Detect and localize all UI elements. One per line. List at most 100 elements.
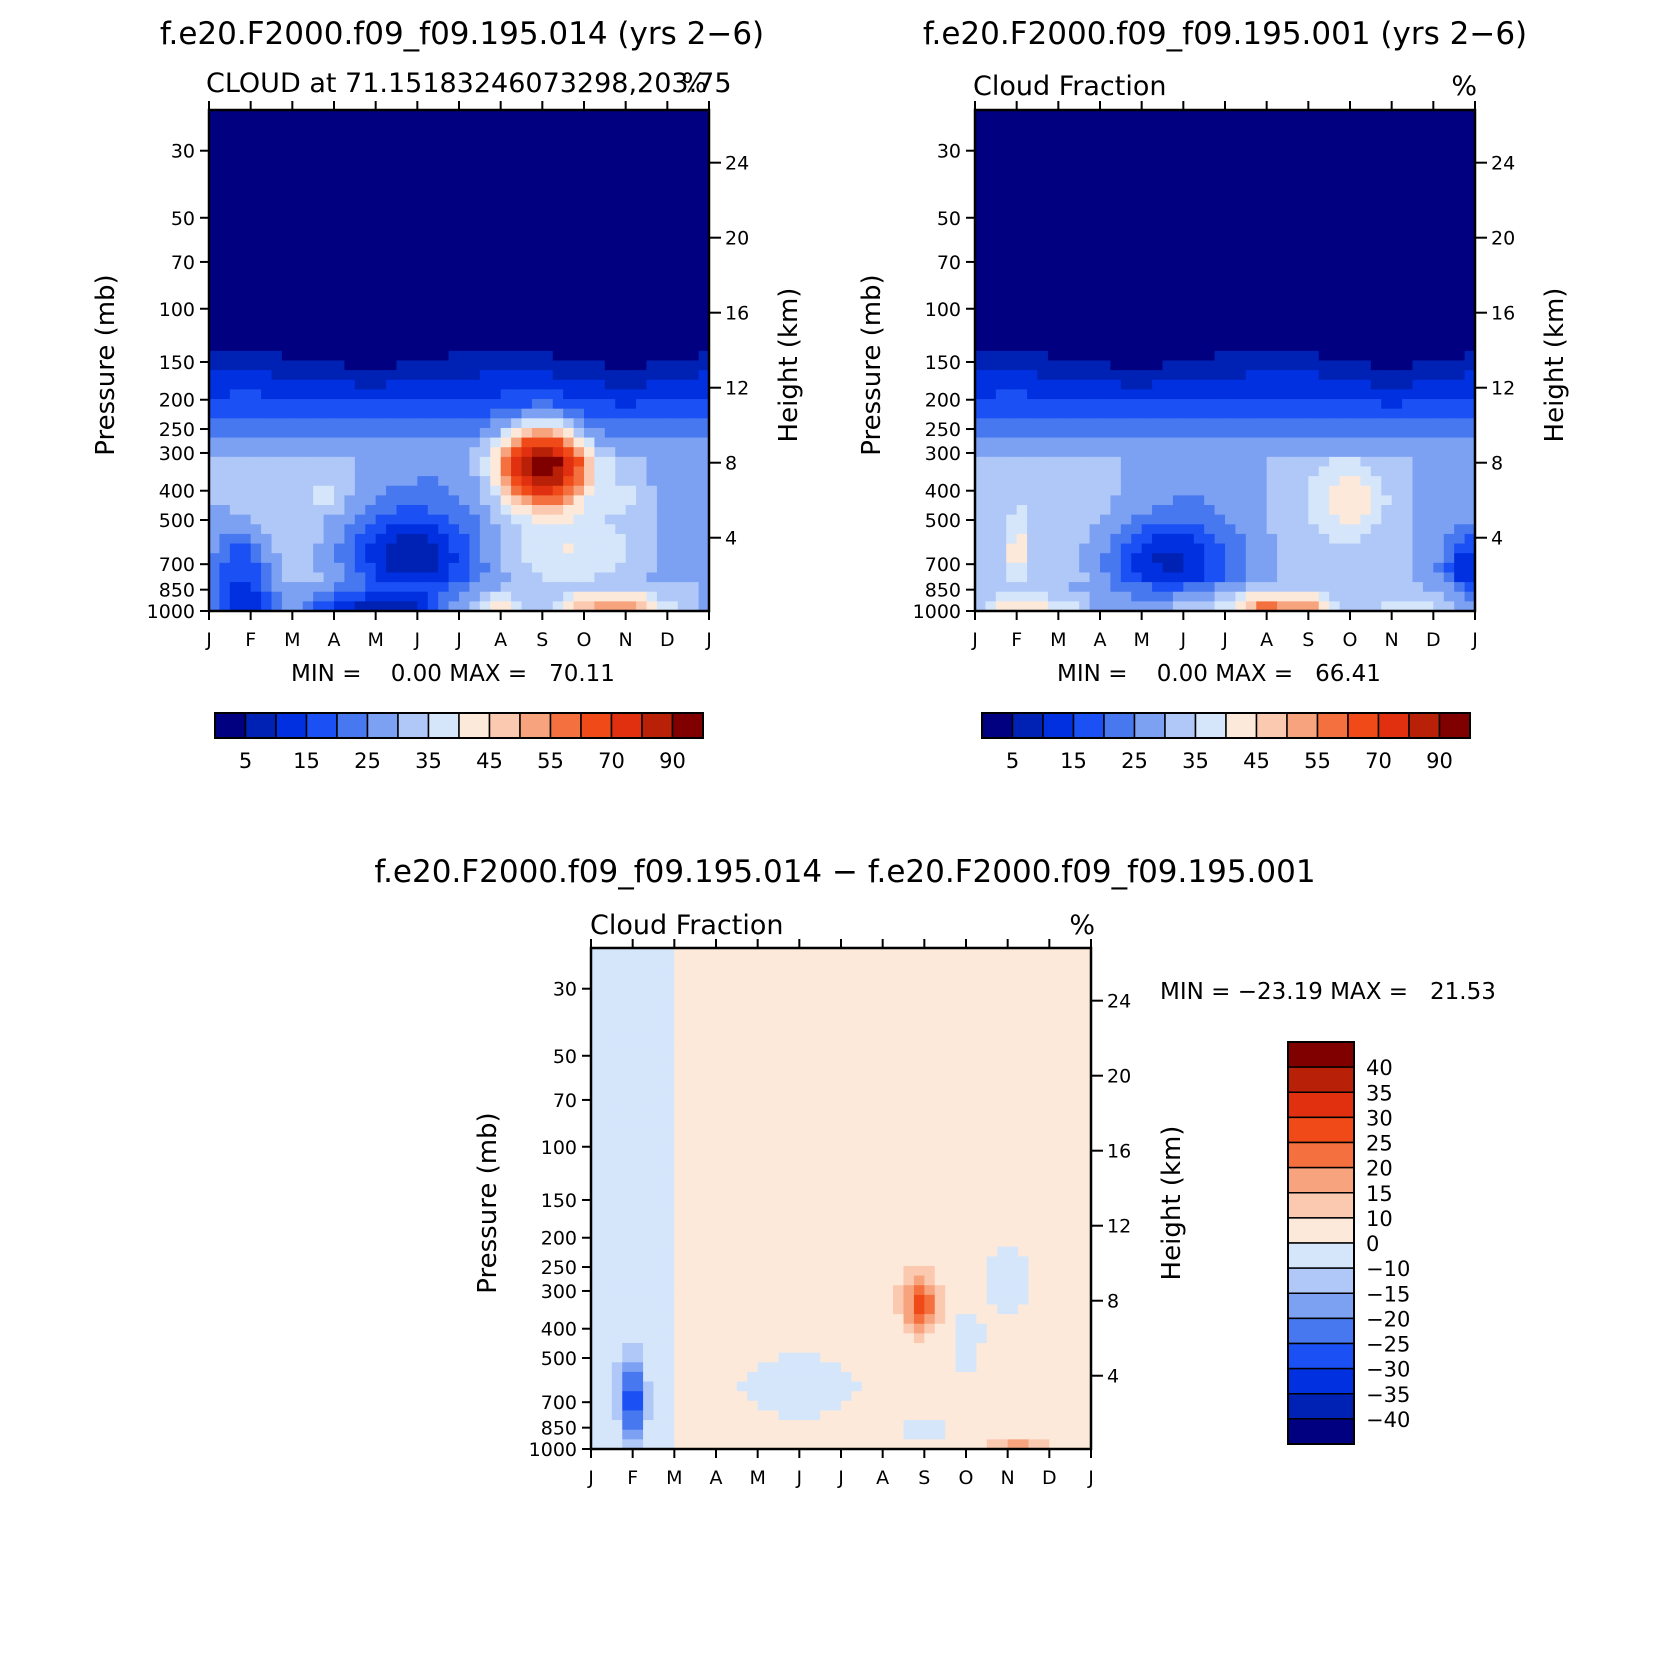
contour-cell [1277,245,1288,255]
contour-cell [532,255,543,265]
contour-cell [272,563,283,573]
contour-cell [292,129,303,139]
contour-cell [1423,389,1434,399]
contour-cell [1038,428,1049,438]
contour-cell [1058,149,1069,159]
contour-cell [1069,447,1080,457]
contour-cell [1058,447,1069,457]
contour-cell [397,206,408,216]
contour-cell [1329,341,1340,351]
contour-cell [251,351,262,361]
contour-cell [1402,389,1413,399]
contour-cell [292,380,303,390]
contour-cell [1235,274,1246,284]
contour-cell [542,216,553,226]
contour-cell [1048,129,1059,139]
contour-cell [1298,303,1309,313]
contour-cell [1121,361,1132,371]
contour-cell [1079,361,1090,371]
contour-cell [303,322,314,332]
contour-cell [303,274,314,284]
contour-cell [480,466,491,476]
contour-cell [542,361,553,371]
contour-cell [209,351,220,361]
contour-cell [985,206,996,216]
contour-cell [344,505,355,515]
contour-cell [615,293,626,303]
contour-cell [480,187,491,197]
contour-cell [1319,351,1330,361]
contour-cell [438,457,449,467]
contour-cell [1069,428,1080,438]
contour-cell [1142,553,1153,563]
contour-cell [469,553,480,563]
contour-cell [1444,389,1455,399]
contour-cell [1110,149,1121,159]
contour-cell [522,283,533,293]
contour-cell [490,524,501,534]
contour-cell [1340,399,1351,409]
contour-cell [647,534,658,544]
contour-cell [386,255,397,265]
contour-cell [303,149,314,159]
contour-cell [1246,293,1257,303]
contour-cell [1017,283,1028,293]
contour-cell [1235,370,1246,380]
contour-cell [240,418,251,428]
contour-cell [490,351,501,361]
contour-cell [1048,447,1059,457]
contour-cell [1360,274,1371,284]
contour-cell [605,158,616,168]
contour-cell [480,438,491,448]
contour-cell [480,495,491,505]
contour-cell [1402,495,1413,505]
contour-cell [240,524,251,534]
contour-cell [324,495,335,505]
contour-cell [324,399,335,409]
contour-cell [1090,120,1101,130]
contour-cell [522,409,533,419]
contour-cell [678,303,689,313]
contour-cell [667,216,678,226]
contour-cell [1444,341,1455,351]
contour-cell [511,255,522,265]
contour-cell [1079,544,1090,554]
contour-cell [1048,120,1059,130]
contour-cell [1038,534,1049,544]
contour-cell [1090,466,1101,476]
contour-cell [657,158,668,168]
contour-cell [1298,572,1309,582]
contour-cell [1058,534,1069,544]
contour-cell [1329,139,1340,149]
contour-cell [1110,283,1121,293]
contour-cell [678,274,689,284]
contour-cell [1340,370,1351,380]
contour-cell [417,457,428,467]
contour-cell [636,129,647,139]
contour-cell [1413,389,1424,399]
contour-cell [1267,515,1278,525]
contour-cell [1413,486,1424,496]
contour-cell [563,216,574,226]
contour-cell [522,563,533,573]
contour-cell [1131,341,1142,351]
contour-cell [272,158,283,168]
contour-cell [1204,370,1215,380]
contour-cell [1006,149,1017,159]
contour-cell [1058,158,1069,168]
contour-cell [542,582,553,592]
contour-cell [626,158,637,168]
contour-cell [1308,264,1319,274]
contour-cell [1319,370,1330,380]
contour-cell [313,524,324,534]
contour-cell [1215,226,1226,236]
contour-cell [334,399,345,409]
contour-cell [975,149,986,159]
contour-cell [1350,245,1361,255]
contour-cell [542,515,553,525]
contour-cell [1121,466,1132,476]
contour-cell [1100,235,1111,245]
contour-cell [438,380,449,390]
contour-cell [230,399,241,409]
pressure-tick-label: 500 [159,510,195,532]
